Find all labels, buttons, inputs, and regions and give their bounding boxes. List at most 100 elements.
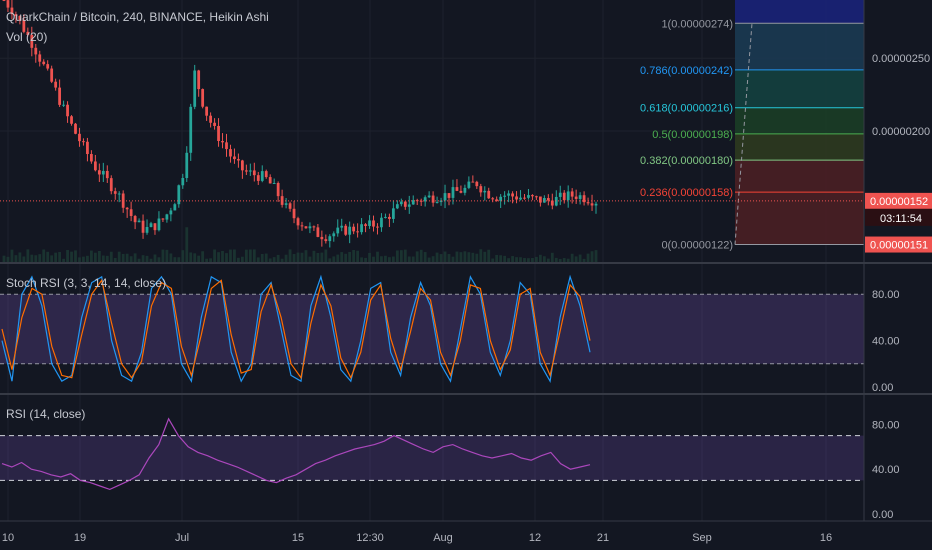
volume-bar [264, 253, 268, 262]
volume-bar [578, 254, 582, 262]
symbol-title[interactable]: QuarkChain / Bitcoin, 240, BINANCE, Heik… [6, 10, 269, 24]
volume-bar [459, 252, 463, 262]
candle-body [455, 187, 459, 191]
fib-zone [735, 69, 864, 108]
volume-bar [193, 253, 197, 262]
volume-bar [527, 258, 530, 262]
volume-bar [14, 255, 18, 262]
volume-bar [467, 252, 471, 262]
candle-body [93, 161, 97, 171]
candle-body [316, 227, 320, 237]
candle-body [229, 149, 232, 157]
volume-bar [344, 253, 348, 262]
candle-body [380, 217, 383, 228]
volume-bar [46, 251, 50, 262]
price-y-tick-label: 0.00000250 [872, 53, 930, 65]
candle-body [503, 195, 507, 197]
volume-bar [352, 249, 356, 262]
volume-bar [113, 257, 117, 262]
low-price-badge [865, 236, 932, 253]
candle-body [550, 200, 554, 206]
candle-body [399, 201, 403, 205]
candle-body [209, 115, 212, 123]
volume-bar [463, 251, 467, 262]
volume-bar [197, 255, 201, 262]
rsi-legend[interactable]: RSI (14, close) [6, 407, 86, 421]
volume-bar [558, 258, 562, 262]
candle-body [499, 196, 503, 201]
volume-bar [221, 250, 224, 262]
volume-bar [431, 256, 435, 262]
fib-zone-top [735, 0, 864, 24]
candle-body [558, 192, 562, 197]
candle-body [582, 195, 586, 203]
fib-level-label: 0(0.00000122) [661, 240, 733, 252]
candle-body [535, 196, 538, 198]
volume-bar [328, 258, 332, 262]
volume-bar [93, 252, 97, 262]
candle-body [352, 226, 356, 232]
volume-bar [153, 254, 157, 262]
low-price-value: 0.00000151 [870, 240, 928, 252]
candle-body [240, 160, 244, 171]
candle-body [360, 224, 363, 233]
volume-bar [340, 252, 344, 262]
rsi-y-tick-label: 40.00 [872, 464, 900, 476]
candle-body [169, 210, 173, 215]
volume-bar [511, 256, 514, 262]
volume-bar [66, 250, 69, 262]
volume-bar [74, 250, 77, 262]
candle-body [225, 142, 228, 150]
volume-bar [590, 251, 594, 262]
volume-bar [34, 255, 38, 262]
volume-bar [399, 250, 403, 262]
fib-level-label: 0.382(0.00000180) [640, 155, 733, 167]
candle-body [201, 89, 205, 107]
volume-bar [133, 253, 137, 262]
volume-bar [145, 255, 149, 262]
candle-body [181, 178, 185, 186]
candle-body [431, 195, 435, 203]
fib-zone-bottom [735, 192, 864, 245]
volume-bar [189, 252, 193, 262]
fib-level-label: 0.618(0.00000216) [640, 103, 733, 115]
candle-body [590, 203, 594, 206]
candle-body [109, 178, 113, 192]
candle-body [78, 133, 81, 142]
volume-bar [280, 258, 284, 262]
volume-bar [284, 254, 288, 262]
candle-body [117, 193, 121, 195]
volume-bar [70, 251, 73, 262]
candle-body [411, 200, 415, 205]
volume-bar [455, 251, 459, 262]
volume-bar [78, 257, 81, 262]
volume-bar [550, 252, 554, 262]
candle-body [300, 225, 304, 227]
candle-body [217, 125, 220, 141]
candle-body [133, 216, 137, 223]
candle-body [82, 141, 85, 143]
candle-body [26, 31, 30, 35]
volume-bar [201, 251, 205, 262]
volume-bar [316, 253, 320, 262]
volume-bar [380, 256, 383, 262]
candle-body [372, 220, 375, 227]
volume-bar [471, 252, 475, 262]
x-tick-label: 12 [529, 532, 541, 544]
candle-body [105, 170, 109, 179]
candle-body [348, 226, 352, 235]
volume-bar [423, 252, 427, 262]
candle-body [511, 193, 514, 197]
candle-body [435, 202, 439, 204]
candle-body [479, 186, 483, 193]
candle-body [233, 156, 236, 160]
volume-bar [515, 257, 518, 262]
candle-body [586, 202, 590, 204]
candle-body [248, 170, 252, 172]
volume-legend[interactable]: Vol (20) [6, 30, 48, 44]
stoch-rsi-legend[interactable]: Stoch RSI (3, 3, 14, 14, close) [6, 276, 167, 290]
candle-body [566, 191, 570, 201]
candle-body [2, 0, 6, 1]
